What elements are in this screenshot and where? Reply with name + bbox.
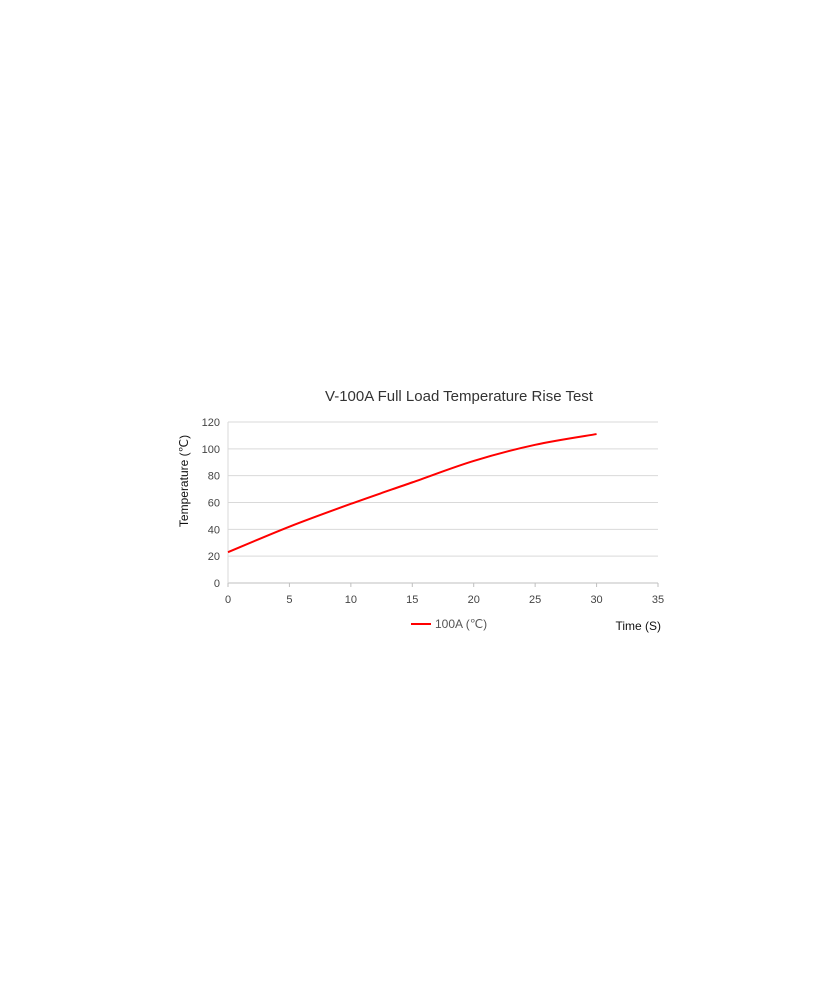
x-tick-label: 5 <box>286 594 292 606</box>
y-tick-label: 100 <box>202 444 220 456</box>
x-tick-label: 15 <box>406 594 418 606</box>
series-line-0 <box>227 433 597 554</box>
axes <box>227 422 659 587</box>
x-tick-label: 0 <box>225 594 231 606</box>
y-tick-label: 80 <box>208 471 220 483</box>
y-axis-title: Temperature (℃) <box>177 435 191 527</box>
legend: 100A (℃) <box>411 617 487 631</box>
y-tick-label: 60 <box>208 498 220 510</box>
series-lines <box>227 433 597 554</box>
y-tick-label: 0 <box>214 578 220 590</box>
tick-labels: 0 20 40 60 80 100 120 0 5 10 15 20 25 30 35 <box>202 417 664 606</box>
gridlines <box>228 421 658 557</box>
y-tick-label: 40 <box>208 524 220 536</box>
x-tick-label: 25 <box>529 594 541 606</box>
x-tick-label: 35 <box>652 594 664 606</box>
x-axis-title: Time (S) <box>615 619 661 633</box>
x-tick-label: 30 <box>590 594 602 606</box>
y-tick-label: 20 <box>208 551 220 563</box>
x-tick-label: 20 <box>468 594 480 606</box>
y-tick-label: 120 <box>202 417 220 429</box>
legend-label-100a: 100A (℃) <box>435 617 487 631</box>
chart-title: V-100A Full Load Temperature Rise Test <box>325 388 594 405</box>
x-tick-label: 10 <box>345 594 357 606</box>
